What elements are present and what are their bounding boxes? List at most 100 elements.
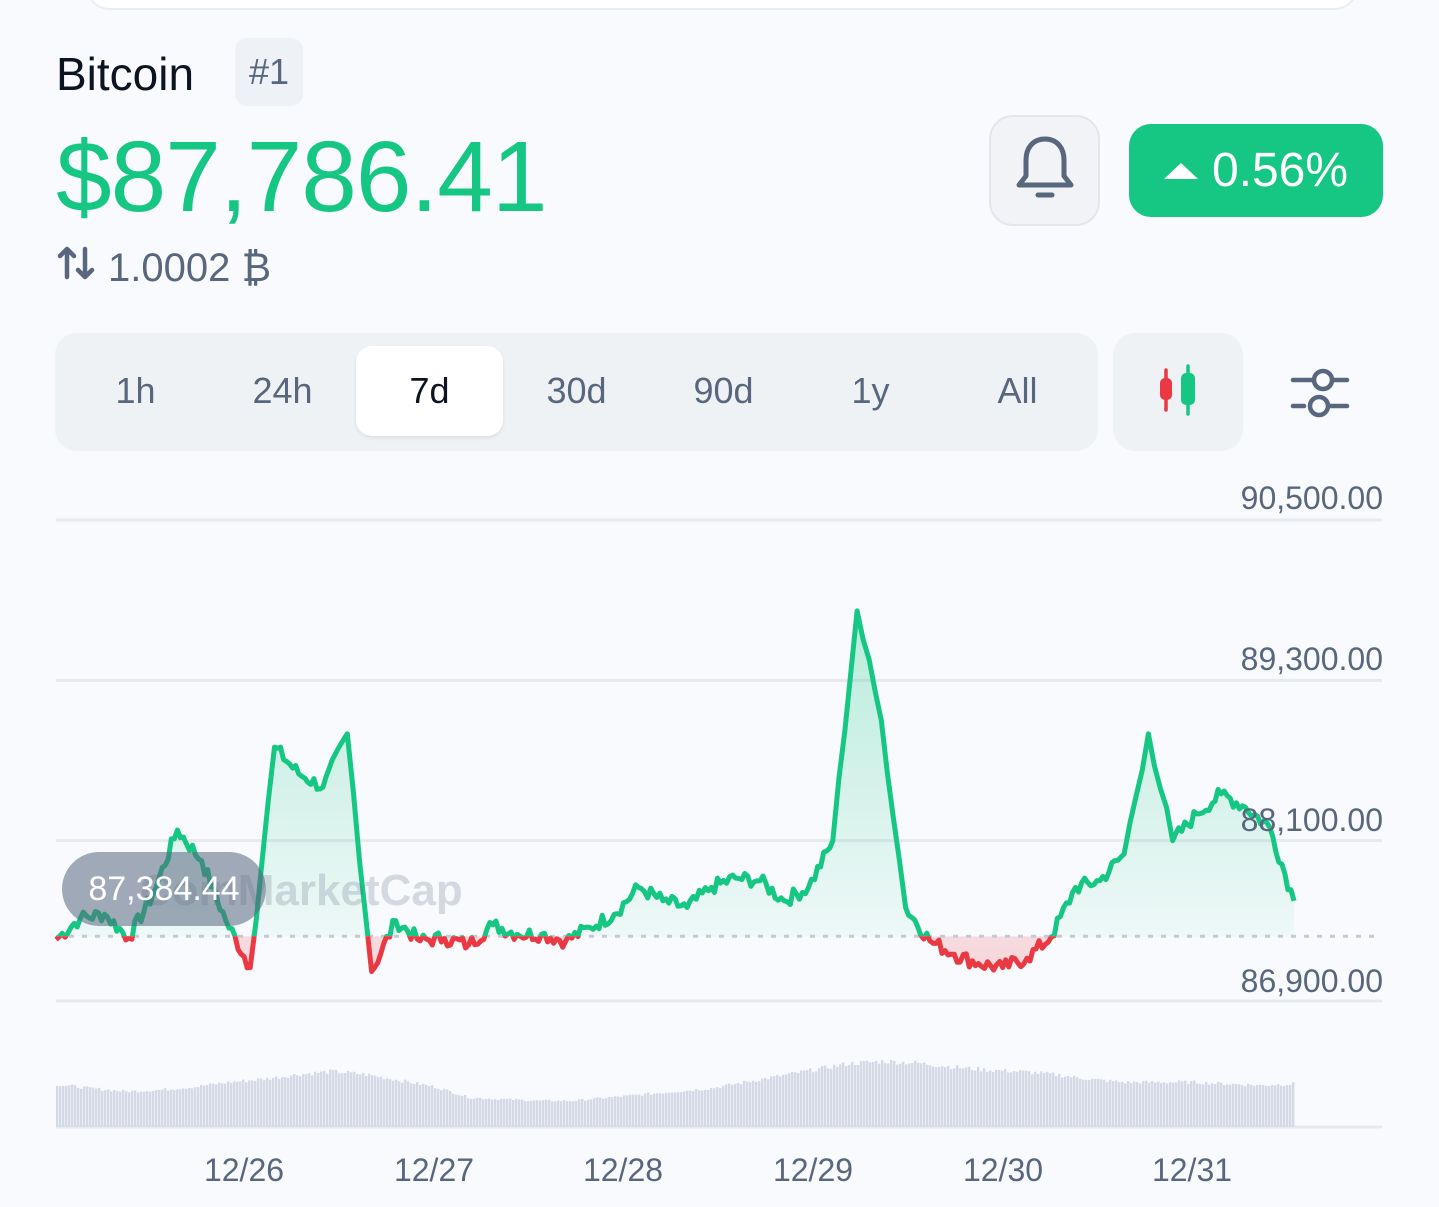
- volume-bar: [536, 1100, 539, 1127]
- volume-bar: [440, 1090, 443, 1127]
- volume-bar: [422, 1083, 425, 1127]
- volume-bar: [983, 1068, 986, 1127]
- volume-bar: [1070, 1077, 1073, 1127]
- volume-bar: [926, 1064, 929, 1127]
- chart-settings-button[interactable]: [1270, 350, 1370, 440]
- volume-bar: [185, 1088, 188, 1127]
- volume-bar: [1079, 1078, 1082, 1127]
- volume-bar: [1187, 1083, 1190, 1127]
- tab-90d[interactable]: 90d: [693, 370, 754, 411]
- volume-bar: [563, 1100, 566, 1127]
- btc-conversion[interactable]: 1.0002 ₿: [56, 242, 271, 294]
- volume-bar: [845, 1066, 848, 1127]
- volume-bar: [656, 1093, 659, 1127]
- volume-bar: [701, 1090, 704, 1127]
- volume-bar: [698, 1090, 701, 1127]
- volume-bar: [830, 1068, 833, 1127]
- volume-bar: [317, 1072, 320, 1127]
- volume-bar: [302, 1074, 305, 1127]
- volume-bar: [842, 1062, 845, 1127]
- volume-bar: [965, 1067, 968, 1127]
- volume-bar: [365, 1075, 368, 1127]
- tab-1y[interactable]: 1y: [851, 370, 890, 411]
- volume-bar: [1217, 1081, 1220, 1127]
- volume-bar: [236, 1081, 239, 1127]
- volume-bar: [1103, 1079, 1106, 1127]
- volume-bar: [971, 1069, 974, 1127]
- volume-bar: [203, 1085, 206, 1127]
- volume-bar: [83, 1086, 86, 1127]
- volume-bar: [1232, 1083, 1235, 1127]
- volume-bar: [1013, 1071, 1016, 1127]
- volume-bar: [767, 1079, 770, 1127]
- volume-bar: [608, 1097, 611, 1127]
- volume-bar: [248, 1080, 251, 1127]
- volume-bar: [212, 1083, 215, 1127]
- volume-bar: [1094, 1078, 1097, 1127]
- volume-bar: [272, 1078, 275, 1127]
- volume-bar: [731, 1084, 734, 1127]
- volume-bar: [1223, 1085, 1226, 1127]
- volume-bar: [68, 1085, 71, 1127]
- volume-bar: [167, 1090, 170, 1127]
- volume-bar: [125, 1091, 128, 1127]
- volume-bar: [74, 1085, 77, 1127]
- volume-bar: [821, 1066, 824, 1127]
- volume-bar: [1292, 1082, 1295, 1127]
- price-alert-button[interactable]: [989, 115, 1100, 226]
- volume-bar: [299, 1076, 302, 1127]
- volume-bar: [554, 1101, 557, 1127]
- volume-bar: [257, 1078, 260, 1127]
- volume-bar: [1085, 1080, 1088, 1127]
- volume-bar: [1214, 1083, 1217, 1127]
- volume-bar: [1241, 1085, 1244, 1127]
- volume-bar: [923, 1062, 926, 1127]
- volume-bar: [452, 1093, 455, 1127]
- volume-bar: [110, 1091, 113, 1127]
- volume-bar: [1046, 1071, 1049, 1127]
- chart-type-button[interactable]: [1113, 333, 1243, 451]
- volume-bar: [155, 1090, 158, 1127]
- volume-bar: [281, 1077, 284, 1127]
- volume-bar: [62, 1085, 65, 1127]
- volume-bar: [878, 1063, 881, 1127]
- volume-bar: [1247, 1083, 1250, 1127]
- volume-bar: [1169, 1082, 1172, 1127]
- volume-bar: [941, 1066, 944, 1127]
- volume-bar: [713, 1088, 716, 1127]
- volume-bar: [914, 1060, 917, 1127]
- volume-bar: [341, 1073, 344, 1127]
- volume-bar: [1175, 1082, 1178, 1127]
- volume-bar: [794, 1072, 797, 1127]
- volume-bar: [1004, 1068, 1007, 1127]
- volume-bar: [1058, 1074, 1061, 1127]
- volume-bar: [443, 1088, 446, 1127]
- volume-bar: [1208, 1084, 1211, 1127]
- volume-bar: [134, 1090, 137, 1127]
- volume-bar: [1178, 1080, 1181, 1127]
- tab-30d[interactable]: 30d: [546, 370, 607, 411]
- price-line-down: [54, 936, 1057, 975]
- volume-bar: [593, 1098, 596, 1127]
- volume-bar: [311, 1075, 314, 1127]
- volume-bar: [581, 1098, 584, 1127]
- volume-bar: [818, 1068, 821, 1127]
- tab-24h[interactable]: 24h: [252, 370, 313, 411]
- volume-bar: [170, 1089, 173, 1127]
- tab-all[interactable]: All: [997, 370, 1038, 411]
- volume-bar: [149, 1091, 152, 1127]
- volume-bar: [1124, 1083, 1127, 1127]
- volume-bar: [1289, 1084, 1292, 1127]
- volume-bar: [1022, 1070, 1025, 1127]
- volume-bar: [467, 1098, 470, 1127]
- volume-bar: [263, 1080, 266, 1127]
- volume-bar: [119, 1091, 122, 1127]
- volume-bar: [1115, 1080, 1118, 1127]
- volume-bar: [209, 1083, 212, 1127]
- tab-7d[interactable]: 7d: [356, 346, 503, 436]
- volume-bar: [266, 1077, 269, 1127]
- volume-bar: [338, 1073, 341, 1127]
- tab-1h[interactable]: 1h: [115, 370, 156, 411]
- volume-bar: [1199, 1083, 1202, 1127]
